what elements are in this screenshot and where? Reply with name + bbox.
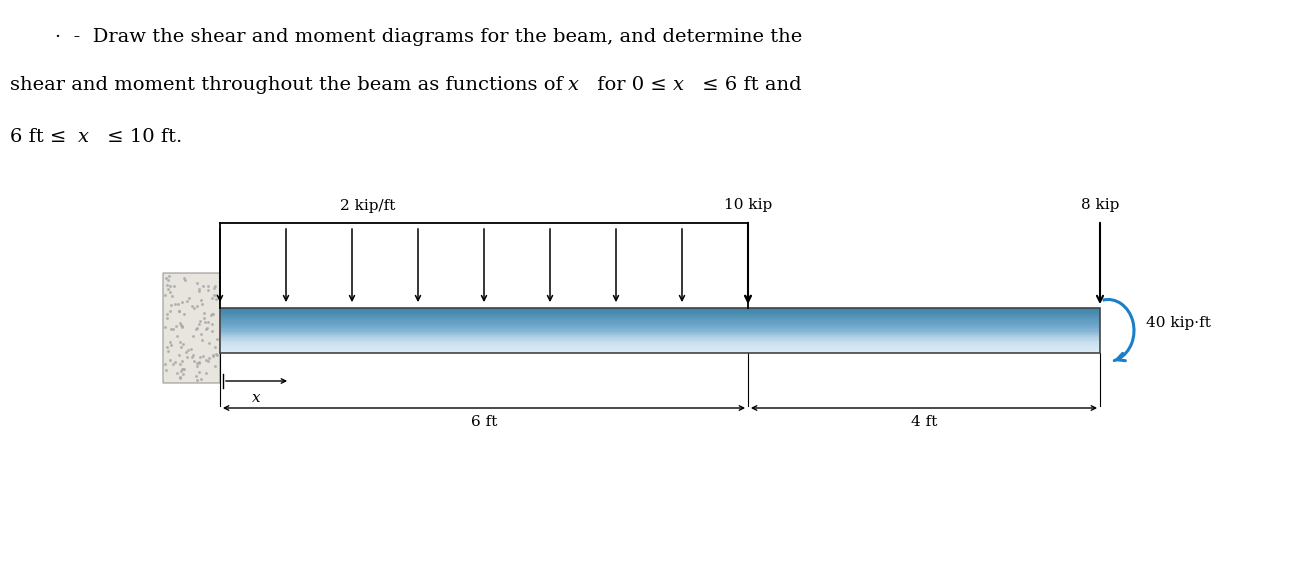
Bar: [220, 310, 1099, 312]
Bar: [220, 333, 1099, 335]
Bar: [220, 340, 1099, 342]
Bar: [220, 333, 1099, 334]
Bar: [220, 322, 1099, 324]
Bar: [220, 315, 1099, 316]
Bar: [220, 337, 1099, 338]
Bar: [220, 345, 1099, 346]
Text: 2 kip/ft: 2 kip/ft: [340, 199, 395, 213]
Bar: [220, 312, 1099, 313]
Bar: [220, 344, 1099, 345]
Text: 6 ft: 6 ft: [471, 415, 497, 429]
Bar: [220, 328, 1099, 329]
Bar: [220, 318, 1099, 319]
Bar: [220, 308, 1099, 353]
Bar: [220, 332, 1099, 333]
FancyBboxPatch shape: [163, 273, 220, 383]
Text: ·  -  Draw the shear and moment diagrams for the beam, and determine the: · - Draw the shear and moment diagrams f…: [55, 28, 802, 46]
Bar: [220, 348, 1099, 350]
Text: for 0 ≤: for 0 ≤: [590, 76, 673, 94]
Bar: [220, 346, 1099, 348]
Text: shear and moment throughout the beam as functions of: shear and moment throughout the beam as …: [10, 76, 569, 94]
Bar: [220, 352, 1099, 353]
Text: x: x: [568, 76, 579, 94]
Bar: [220, 319, 1099, 320]
Bar: [220, 317, 1099, 318]
Bar: [220, 330, 1099, 332]
Text: 6 ft ≤: 6 ft ≤: [10, 128, 72, 146]
Bar: [220, 339, 1099, 340]
Bar: [220, 325, 1099, 326]
Bar: [220, 321, 1099, 323]
Bar: [220, 349, 1099, 351]
Bar: [220, 309, 1099, 310]
Text: 4 ft: 4 ft: [911, 415, 937, 429]
Bar: [220, 342, 1099, 343]
Bar: [220, 320, 1099, 322]
Bar: [220, 347, 1099, 349]
Bar: [220, 311, 1099, 312]
Bar: [220, 327, 1099, 328]
Text: x: x: [77, 128, 89, 146]
Bar: [220, 343, 1099, 344]
Text: 8 kip: 8 kip: [1081, 198, 1119, 212]
Text: ≤ 10 ft.: ≤ 10 ft.: [101, 128, 182, 146]
Bar: [220, 316, 1099, 317]
Text: 10 kip: 10 kip: [724, 198, 773, 212]
Text: 40 kip·ft: 40 kip·ft: [1145, 316, 1211, 329]
Bar: [220, 326, 1099, 327]
Text: x: x: [252, 391, 261, 405]
Bar: [220, 323, 1099, 325]
Text: x: x: [673, 76, 684, 94]
Bar: [220, 313, 1099, 315]
Text: ≤ 6 ft and: ≤ 6 ft and: [695, 76, 802, 94]
Bar: [220, 336, 1099, 338]
Bar: [220, 308, 1099, 309]
Bar: [220, 350, 1099, 352]
Bar: [220, 329, 1099, 330]
Bar: [220, 338, 1099, 339]
Bar: [220, 335, 1099, 336]
